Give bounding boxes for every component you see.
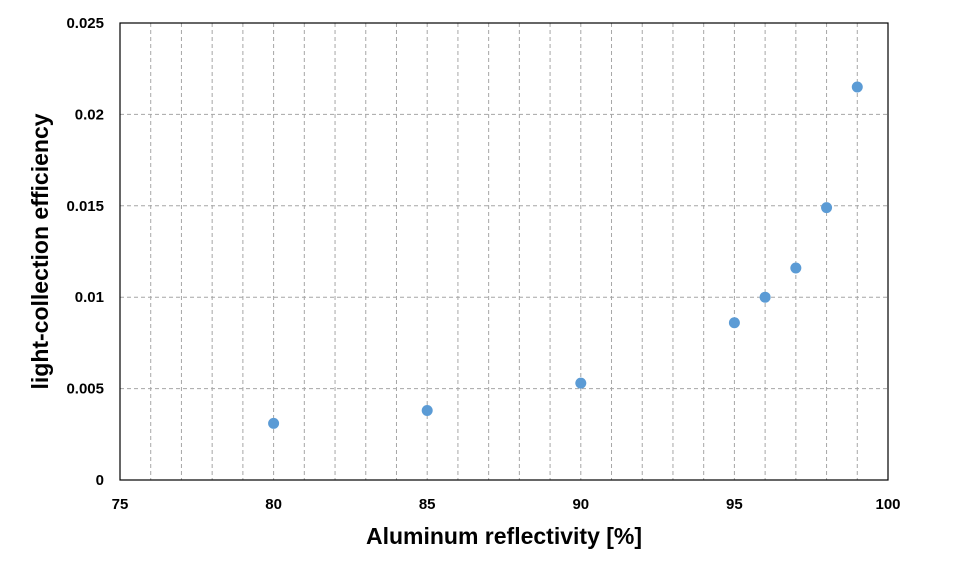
y-tick-label: 0.005 <box>66 381 104 398</box>
x-axis-label: Aluminum reflectivity [%] <box>366 523 642 549</box>
y-axis-ticks: 0 0.005 0.01 0.015 0.02 0.025 <box>66 15 104 489</box>
y-tick-label: 0.02 <box>75 106 104 123</box>
x-tick-label: 75 <box>112 496 129 513</box>
x-tick-label: 90 <box>572 496 589 513</box>
grid <box>120 23 888 480</box>
y-axis-label: light-collection efficiency <box>27 113 53 389</box>
x-axis-ticks: 75 80 85 90 95 100 <box>112 496 901 513</box>
x-tick-label: 95 <box>726 496 743 513</box>
plot-area <box>119 22 889 481</box>
x-tick-label: 80 <box>265 496 282 513</box>
data-point <box>821 202 833 214</box>
x-tick-label: 100 <box>875 496 900 513</box>
data-points <box>268 81 863 429</box>
data-point <box>790 262 802 274</box>
y-tick-label: 0 <box>96 472 104 489</box>
data-point <box>728 317 740 329</box>
data-point <box>268 417 280 429</box>
y-tick-label: 0.01 <box>75 289 104 306</box>
data-point <box>759 291 771 303</box>
y-tick-label: 0.025 <box>66 15 104 32</box>
data-point <box>851 81 863 93</box>
y-tick-label: 0.015 <box>66 198 104 215</box>
x-tick-label: 85 <box>419 496 436 513</box>
data-point <box>421 405 433 417</box>
data-point <box>575 377 587 389</box>
